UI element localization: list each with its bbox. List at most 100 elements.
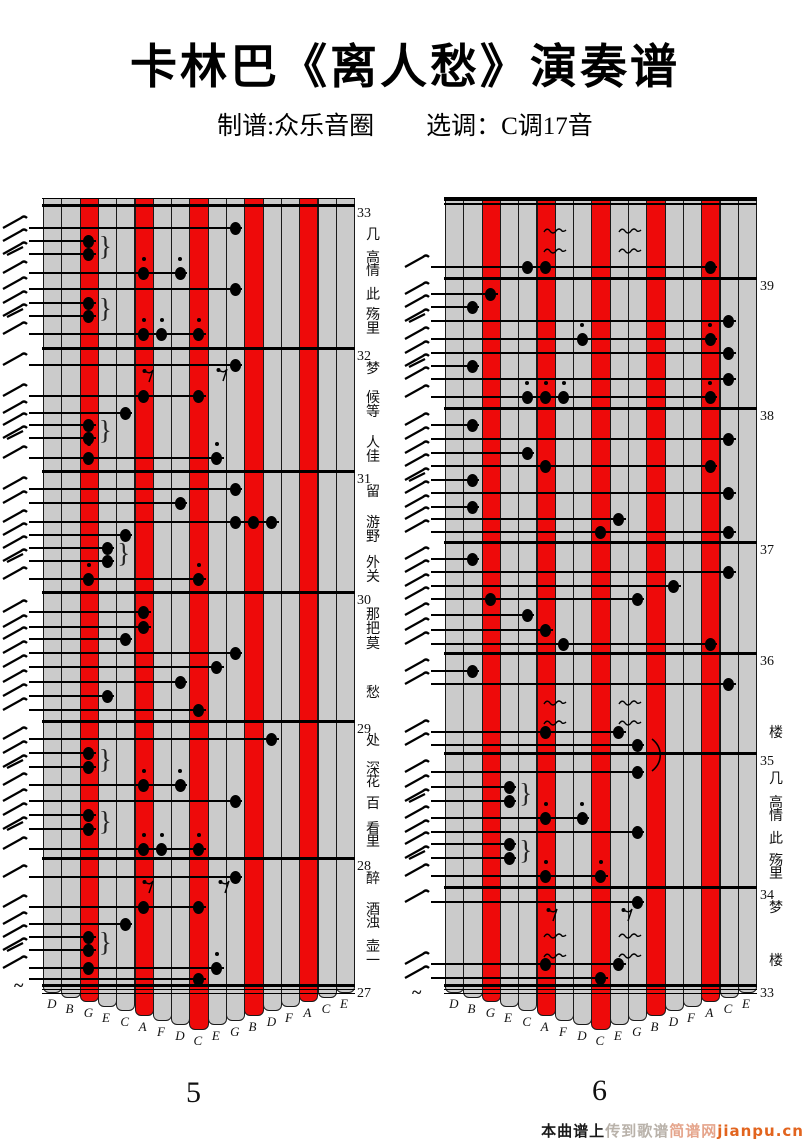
beat-line [431, 558, 480, 560]
strum-slash-icon [404, 279, 434, 300]
note-dot [595, 870, 607, 883]
note-dot [119, 407, 131, 420]
strum-slash-icon [2, 752, 32, 773]
note-dot [558, 391, 570, 404]
beat-line [29, 253, 96, 255]
note-dot [83, 809, 95, 822]
octave-dot [525, 381, 530, 385]
beat-line [29, 488, 243, 490]
lyric-char: 莫 [366, 636, 380, 652]
note-dot [485, 288, 497, 301]
tine-label: D [577, 1028, 587, 1044]
tine-label: A [540, 1019, 549, 1034]
lyric-char: 壶 [366, 939, 380, 955]
tremolo-mark [543, 243, 567, 259]
octave-dot [141, 318, 146, 322]
beat-line [431, 438, 736, 440]
grace-rest-icon [621, 906, 634, 927]
measure-line [444, 652, 758, 655]
octave-dot [708, 323, 713, 327]
measure-number: 31 [357, 472, 371, 487]
note-dot [193, 704, 205, 717]
note-dot [174, 676, 186, 689]
note-dot [540, 391, 552, 404]
strum-slash-icon [2, 624, 32, 645]
beat-line [431, 378, 736, 380]
lyric-char: 酒 [366, 902, 380, 918]
strum-slash-icon [2, 652, 32, 673]
beat-line [29, 906, 206, 908]
note-dot [83, 310, 95, 323]
chord-bracket: } [117, 538, 131, 568]
strum-slash-icon [2, 507, 32, 528]
measure-number: 37 [760, 543, 774, 558]
tine-stripe [43, 198, 63, 993]
note-dot [229, 283, 241, 296]
strum-slash-icon [2, 226, 32, 247]
note-dot [704, 261, 716, 274]
note-dot [193, 573, 205, 586]
watermark: 本曲谱上传到歌谱简谱网jianpu.cn [541, 1120, 804, 1141]
strum-slash-icon [404, 324, 434, 345]
tie-arc [650, 738, 666, 776]
score-title: 卡林巴《离人愁》演奏谱 [130, 40, 680, 93]
grace-rest-icon [142, 367, 155, 388]
note-dot [466, 553, 478, 566]
tine-label: A [705, 1005, 714, 1021]
beat-line [431, 744, 645, 746]
beat-line [29, 626, 151, 628]
note-dot [723, 315, 735, 328]
note-dot [138, 328, 150, 341]
beat-line [29, 923, 133, 925]
note-dot [503, 852, 515, 865]
tine-label: D [47, 996, 57, 1011]
strum-slash-icon [404, 410, 434, 431]
note-dot [503, 781, 515, 794]
beat-line [431, 492, 736, 494]
grace-rest-icon [216, 366, 229, 387]
beat-line [431, 817, 590, 819]
strum-slash-icon [404, 351, 434, 372]
lyric-char: 梦 [366, 361, 380, 377]
tine-stripe-red [701, 197, 721, 1003]
octave-dot [178, 257, 183, 261]
strum-slash-icon [2, 443, 32, 464]
lyric-char: 殇 [366, 307, 380, 323]
beat-line [29, 766, 96, 768]
note-dot [229, 516, 241, 529]
beat-line [29, 521, 279, 523]
beat-line [431, 875, 608, 877]
octave-dot [561, 381, 566, 385]
note-dot [247, 516, 259, 529]
lyric-char: 那 [366, 607, 380, 623]
note-dot [83, 761, 95, 774]
note-dot [138, 606, 150, 619]
tine-label: C [522, 1014, 532, 1030]
tine-stripe [317, 198, 337, 998]
beat-line [431, 585, 681, 587]
note-dot [156, 328, 168, 341]
lyric-char: 此 [366, 287, 380, 303]
beat-line [29, 848, 206, 850]
strum-slash-icon [2, 381, 32, 402]
beat-line [29, 784, 188, 786]
strum-slash-icon [404, 465, 434, 486]
strum-slash-icon [2, 770, 32, 791]
octave-dot [159, 318, 164, 322]
beat-line [29, 424, 96, 426]
tremolo-mark [543, 948, 567, 964]
strum-slash-icon [404, 656, 434, 677]
tine-label: D [449, 996, 459, 1011]
lyric-char: 几 [366, 227, 380, 243]
note-dot [83, 747, 95, 760]
strum-slash-icon [404, 424, 434, 445]
tine-label: B [467, 1000, 476, 1016]
beat-line [29, 333, 206, 335]
note-dot [631, 826, 643, 839]
measure-line [444, 407, 758, 410]
beat-line [431, 518, 626, 520]
lyric-char: 看 [366, 821, 380, 837]
tremolo-mark [543, 695, 567, 711]
note-dot [466, 360, 478, 373]
chord-bracket: } [98, 415, 112, 445]
